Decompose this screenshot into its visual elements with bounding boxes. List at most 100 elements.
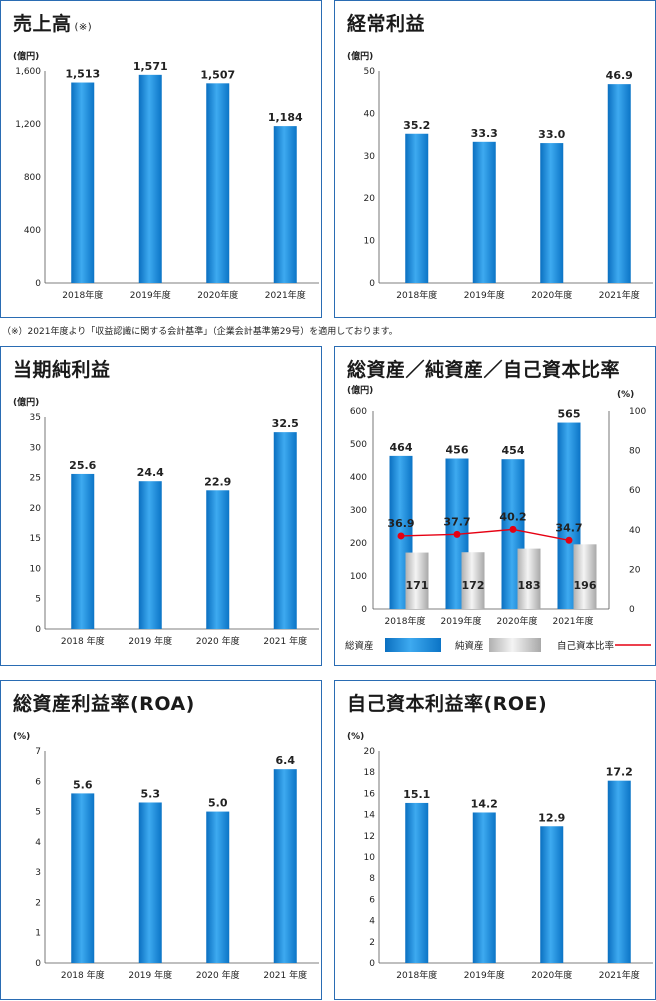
bar-value-label: 5.0 bbox=[208, 797, 228, 810]
legend-total-assets-swatch bbox=[385, 638, 441, 652]
y-tick-label: 600 bbox=[350, 407, 367, 417]
x-tick-label: 2020年度 bbox=[197, 289, 238, 301]
roe-chart-panel: 自己資本利益率(ROE) (%) 0 2 4 6 8 10 12 14 16 18 20 15.1 201… bbox=[334, 680, 656, 1000]
ordinary-profit-chart-svg: (億円) 0 10 20 30 40 50 35.2 2018年度 33.3 2019年度 33.0 2… bbox=[347, 50, 653, 301]
net-assets-value-label: 196 bbox=[574, 579, 597, 592]
equity-ratio-point bbox=[509, 525, 517, 533]
bar-net-assets bbox=[517, 548, 541, 609]
x-tick-label: 2020年度 bbox=[531, 289, 572, 301]
y-axis-unit: (億円) bbox=[347, 384, 373, 396]
bar-value-label: 25.6 bbox=[69, 459, 96, 472]
equity-ratio-value-label: 36.9 bbox=[387, 517, 414, 530]
net-assets-value-label: 172 bbox=[462, 579, 485, 592]
x-tick-label: 2020年度 bbox=[531, 969, 572, 981]
y2-axis-unit: (%) bbox=[617, 390, 634, 400]
y-tick-label: 30 bbox=[30, 443, 42, 453]
bar-value-label: 46.9 bbox=[606, 69, 633, 82]
assets-chart-title: 総資産／純資産／自己資本比率 bbox=[347, 359, 621, 381]
total-assets-value-label: 456 bbox=[446, 444, 469, 457]
x-tick-label: 2019 年度 bbox=[128, 969, 172, 981]
y-tick-label: 1 bbox=[35, 929, 41, 939]
bar-2018年度 bbox=[405, 133, 429, 283]
y-tick-label: 50 bbox=[364, 67, 376, 77]
y-tick-label: 0 bbox=[35, 625, 41, 635]
bar-value-label: 33.0 bbox=[538, 128, 565, 141]
bar-value-label: 15.1 bbox=[403, 788, 430, 801]
y-tick-label: 16 bbox=[364, 789, 376, 799]
sales-chart-panel: 売上高 (※) (億円) 0 400 800 1,200 1,600 1,513 2018年度 1… bbox=[0, 0, 322, 318]
y-tick-label: 20 bbox=[364, 194, 376, 204]
bar-value-label: 33.3 bbox=[471, 127, 498, 140]
y2-tick-label: 80 bbox=[629, 447, 641, 457]
roe-chart-title: 自己資本利益率(ROE) bbox=[347, 693, 548, 715]
bar-value-label: 5.6 bbox=[73, 778, 93, 791]
x-tick-label: 2019年度 bbox=[464, 289, 505, 301]
net-income-chart-panel: 当期純利益 (億円) 0 5 10 15 20 25 30 35 25.6 2018 年度 24.4 2… bbox=[0, 346, 322, 666]
bar-2021年度 bbox=[273, 126, 297, 284]
y2-tick-label: 0 bbox=[629, 605, 635, 615]
legend-equity-ratio-label: 自己資本比率 bbox=[557, 640, 615, 652]
equity-ratio-value-label: 34.7 bbox=[555, 521, 582, 534]
y-axis-unit: (億円) bbox=[13, 396, 39, 408]
y-tick-label: 3 bbox=[35, 868, 41, 878]
bar-2020年度 bbox=[540, 143, 564, 283]
bar-value-label: 1,513 bbox=[65, 68, 100, 81]
y-tick-label: 18 bbox=[364, 768, 376, 778]
ordinary-profit-chart-panel: 経常利益 (億円) 0 10 20 30 40 50 35.2 2018年度 33.3 2019年度… bbox=[334, 0, 656, 318]
bar-2018年度 bbox=[71, 793, 95, 963]
y-tick-label: 0 bbox=[35, 279, 41, 289]
bar-net-assets bbox=[573, 544, 597, 609]
ordinary-profit-chart-title: 経常利益 bbox=[347, 13, 426, 35]
x-tick-label: 2021 年度 bbox=[263, 635, 307, 647]
bar-value-label: 5.3 bbox=[141, 787, 161, 800]
y-axis-unit: (億円) bbox=[347, 50, 373, 62]
y-tick-label: 7 bbox=[35, 747, 41, 757]
y-tick-label: 0 bbox=[369, 279, 375, 289]
x-tick-label: 2018年度 bbox=[396, 969, 437, 981]
x-tick-label: 2019年度 bbox=[130, 289, 171, 301]
bar-2020年度 bbox=[206, 490, 230, 629]
total-assets-value-label: 454 bbox=[502, 444, 525, 457]
bar-2019年度 bbox=[472, 141, 496, 283]
net-assets-value-label: 171 bbox=[406, 579, 429, 592]
y-axis-unit: (%) bbox=[347, 732, 364, 742]
equity-ratio-value-label: 37.7 bbox=[443, 515, 470, 528]
bar-2019年度 bbox=[472, 812, 496, 963]
legend-total-assets-label: 総資産 bbox=[345, 640, 374, 652]
bar-value-label: 12.9 bbox=[538, 811, 565, 824]
bar-2021年度 bbox=[273, 769, 297, 963]
bar-2021年度 bbox=[607, 780, 631, 963]
y-tick-label: 20 bbox=[30, 504, 42, 514]
y-tick-label: 4 bbox=[35, 838, 41, 848]
bar-value-label: 24.4 bbox=[137, 466, 164, 479]
y-tick-label: 200 bbox=[350, 539, 367, 549]
total-assets-value-label: 464 bbox=[390, 441, 413, 454]
y-tick-label: 500 bbox=[350, 440, 367, 450]
x-tick-label: 2020年度 bbox=[497, 615, 538, 627]
net-income-chart-svg: (億円) 0 5 10 15 20 25 30 35 25.6 2018 年度 24.4 2019 年度… bbox=[13, 396, 319, 647]
sales-title-text: 売上高 bbox=[13, 13, 72, 35]
bar-value-label: 22.9 bbox=[204, 475, 231, 488]
y-tick-label: 2 bbox=[35, 898, 41, 908]
x-tick-label: 2021年度 bbox=[265, 289, 306, 301]
bar-value-label: 6.4 bbox=[276, 754, 296, 767]
y-tick-label: 8 bbox=[369, 874, 375, 884]
y-tick-label: 10 bbox=[30, 564, 42, 574]
y-tick-label: 30 bbox=[364, 152, 376, 162]
y-tick-label: 1,200 bbox=[15, 120, 41, 130]
y-tick-label: 4 bbox=[369, 917, 375, 927]
y-tick-label: 100 bbox=[350, 572, 367, 582]
y2-tick-label: 100 bbox=[629, 407, 646, 417]
y-tick-label: 10 bbox=[364, 853, 376, 863]
bar-2019年度 bbox=[138, 802, 162, 963]
x-tick-label: 2018年度 bbox=[396, 289, 437, 301]
x-tick-label: 2020 年度 bbox=[196, 969, 240, 981]
legend-net-assets-label: 純資産 bbox=[455, 640, 484, 652]
y-tick-label: 0 bbox=[369, 959, 375, 969]
bar-2019年度 bbox=[138, 481, 162, 629]
sales-chart-title: 売上高 (※) bbox=[13, 9, 92, 36]
bar-2018年度 bbox=[71, 82, 95, 283]
y2-tick-label: 60 bbox=[629, 486, 641, 496]
x-tick-label: 2018 年度 bbox=[61, 635, 105, 647]
bar-value-label: 14.2 bbox=[471, 797, 498, 810]
